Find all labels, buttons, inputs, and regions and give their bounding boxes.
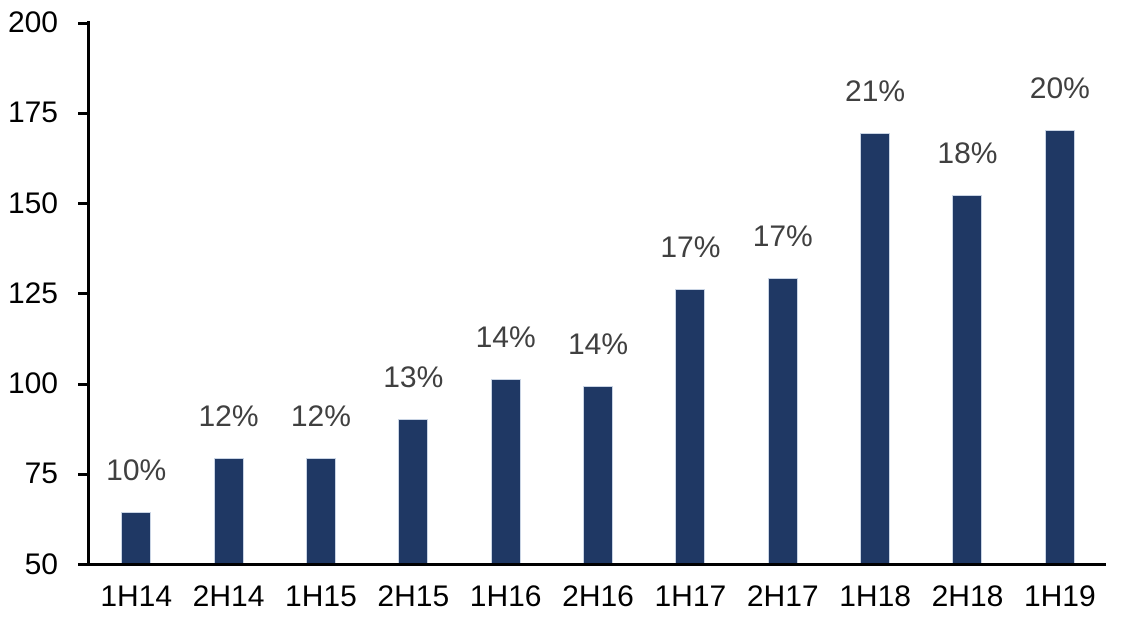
x-axis-tick-label: 2H14 bbox=[192, 580, 265, 613]
bar-value-label: 12% bbox=[198, 400, 259, 434]
bar-value-label: 17% bbox=[752, 219, 813, 253]
y-axis-tick-label: 150 bbox=[7, 186, 58, 220]
y-axis-tick-label: 100 bbox=[7, 367, 58, 400]
y-axis-tick-label: 75 bbox=[24, 457, 58, 491]
y-axis-tick bbox=[78, 292, 87, 296]
x-axis-tick-label: 2H18 bbox=[931, 580, 1004, 613]
x-axis-tick-label: 1H14 bbox=[100, 580, 173, 613]
bar-value-label: 14% bbox=[475, 320, 536, 354]
x-axis-tick-label: 2H15 bbox=[377, 580, 450, 613]
bar bbox=[213, 458, 244, 563]
bar-value-label: 13% bbox=[383, 360, 444, 394]
y-axis-tick-label: 50 bbox=[24, 547, 58, 581]
bar bbox=[675, 288, 706, 563]
x-axis-tick-label: 1H15 bbox=[285, 580, 357, 613]
y-axis-tick bbox=[78, 21, 87, 25]
bar bbox=[398, 418, 429, 563]
x-axis-tick-label: 1H18 bbox=[839, 580, 911, 613]
bar-value-label: 21% bbox=[845, 75, 906, 109]
x-axis-line bbox=[87, 563, 1106, 566]
bar bbox=[583, 386, 613, 563]
bar-value-label: 17% bbox=[660, 230, 721, 264]
bar-value-label: 10% bbox=[106, 454, 167, 488]
y-axis-tick-label: 200 bbox=[7, 6, 58, 39]
x-axis-tick-label: 2H16 bbox=[562, 580, 634, 613]
bar bbox=[121, 512, 152, 563]
bar bbox=[490, 378, 521, 563]
bar bbox=[767, 277, 798, 563]
bar-value-label: 20% bbox=[1029, 71, 1090, 105]
bar bbox=[1044, 129, 1075, 563]
y-axis-tick bbox=[78, 202, 87, 205]
bar-value-label: 12% bbox=[290, 400, 351, 434]
bar bbox=[952, 194, 983, 563]
y-axis-tick-label: 175 bbox=[7, 96, 58, 130]
y-axis-line bbox=[87, 21, 90, 566]
bar-value-label: 14% bbox=[567, 328, 629, 362]
x-axis-tick-label: 1H17 bbox=[654, 580, 727, 613]
x-axis-tick-label: 1H19 bbox=[1023, 580, 1096, 613]
x-axis-tick-label: 2H17 bbox=[746, 580, 819, 613]
y-axis-tick bbox=[78, 111, 87, 115]
y-axis-tick bbox=[78, 472, 87, 476]
bar bbox=[305, 458, 336, 563]
y-axis-tick-label: 125 bbox=[7, 276, 58, 310]
y-axis-tick bbox=[78, 563, 87, 566]
bar-value-label: 18% bbox=[937, 136, 998, 170]
y-axis-tick bbox=[78, 382, 87, 386]
x-axis-tick-label: 1H16 bbox=[469, 580, 542, 613]
bar bbox=[860, 133, 891, 563]
